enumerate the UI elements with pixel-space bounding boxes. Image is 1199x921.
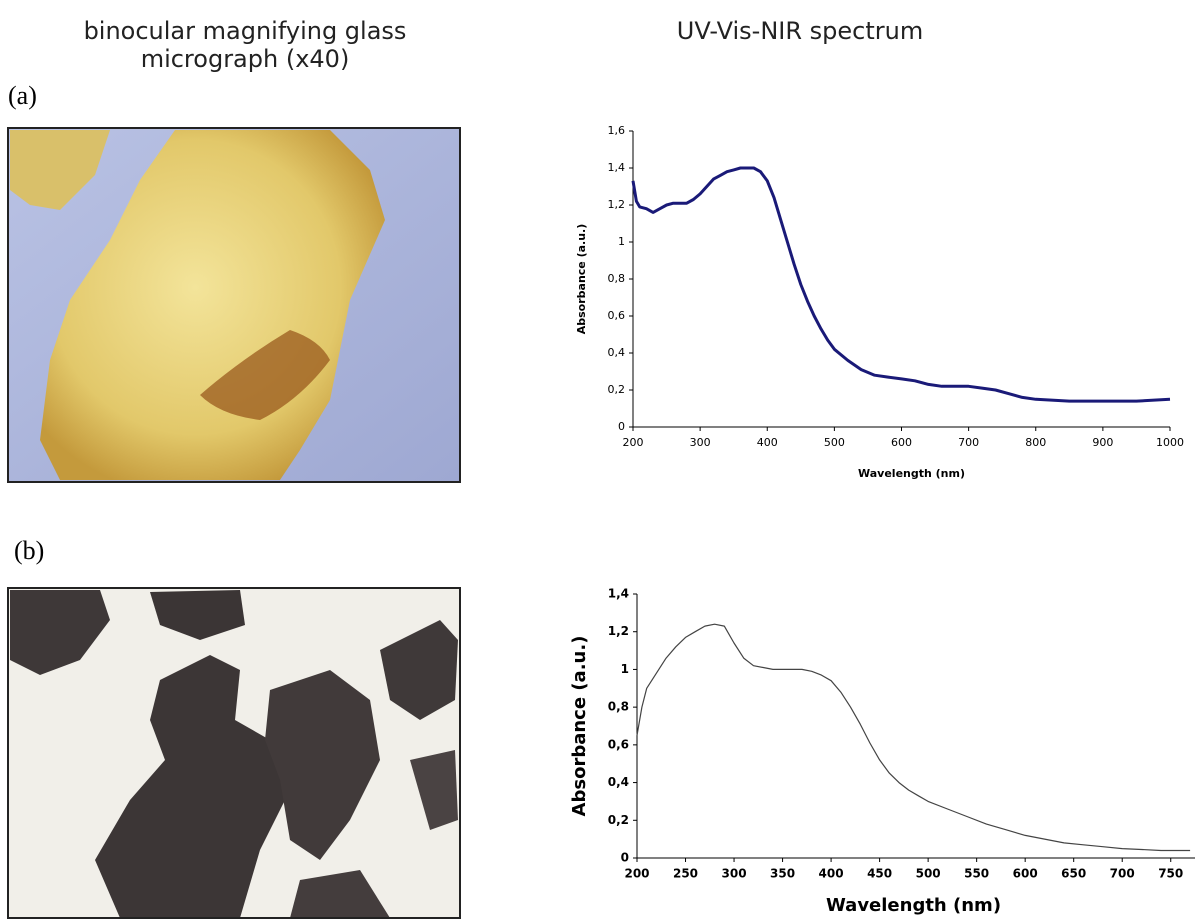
y-tick-label: 1,4 [608, 587, 629, 601]
x-tick-label: 400 [757, 436, 778, 449]
y-tick-label: 0,2 [608, 383, 626, 396]
x-tick-label: 550 [964, 867, 989, 881]
figure: binocular magnifying glass micrograph (x… [0, 0, 1199, 921]
spectrum-line [637, 624, 1190, 850]
micrograph-title: micrograph (x40) [141, 45, 350, 73]
x-tick-label: 1000 [1156, 436, 1184, 449]
micrograph-a [8, 128, 460, 482]
x-tick-label: 500 [824, 436, 845, 449]
micrograph-b [8, 588, 460, 918]
panel-label: (a) [8, 81, 37, 110]
x-tick-label: 900 [1092, 436, 1113, 449]
y-tick-label: 1,6 [608, 124, 626, 137]
y-tick-label: 0 [621, 851, 629, 865]
y-tick-label: 0,4 [608, 346, 626, 359]
x-axis-title: Wavelength (nm) [858, 467, 965, 480]
x-tick-label: 300 [722, 867, 747, 881]
x-tick-label: 600 [1013, 867, 1038, 881]
x-tick-label: 250 [673, 867, 698, 881]
x-tick-label: 300 [690, 436, 711, 449]
y-tick-label: 0,4 [608, 775, 629, 789]
x-tick-label: 700 [958, 436, 979, 449]
x-tick-label: 400 [819, 867, 844, 881]
y-tick-label: 1 [621, 662, 629, 676]
x-tick-label: 450 [867, 867, 892, 881]
x-tick-label: 750 [1158, 867, 1183, 881]
y-tick-label: 0 [618, 420, 625, 433]
x-axis-title: Wavelength (nm) [826, 895, 1001, 916]
y-tick-label: 1,2 [608, 198, 626, 211]
y-tick-label: 0,8 [608, 272, 626, 285]
y-tick-label: 1,4 [608, 161, 626, 174]
spectrum-title: UV-Vis-NIR spectrum [677, 17, 923, 45]
y-tick-label: 0,8 [608, 700, 629, 714]
y-tick-label: 0,2 [608, 813, 629, 827]
y-tick-label: 1,2 [608, 624, 629, 638]
x-tick-label: 650 [1061, 867, 1086, 881]
y-tick-label: 0,6 [608, 309, 626, 322]
x-tick-label: 700 [1110, 867, 1135, 881]
spectrum-line [633, 168, 1170, 401]
x-tick-label: 500 [916, 867, 941, 881]
y-axis-title: Absorbance (a.u.) [569, 636, 590, 817]
micrograph-title: binocular magnifying glass [84, 17, 407, 45]
y-tick-label: 1 [618, 235, 625, 248]
x-tick-label: 200 [623, 436, 644, 449]
y-tick-label: 0,6 [608, 737, 629, 751]
x-tick-label: 600 [891, 436, 912, 449]
panel-label: (b) [14, 536, 44, 565]
x-tick-label: 200 [624, 867, 649, 881]
x-tick-label: 350 [770, 867, 795, 881]
y-axis-title: Absorbance (a.u.) [575, 224, 588, 335]
x-tick-label: 800 [1025, 436, 1046, 449]
